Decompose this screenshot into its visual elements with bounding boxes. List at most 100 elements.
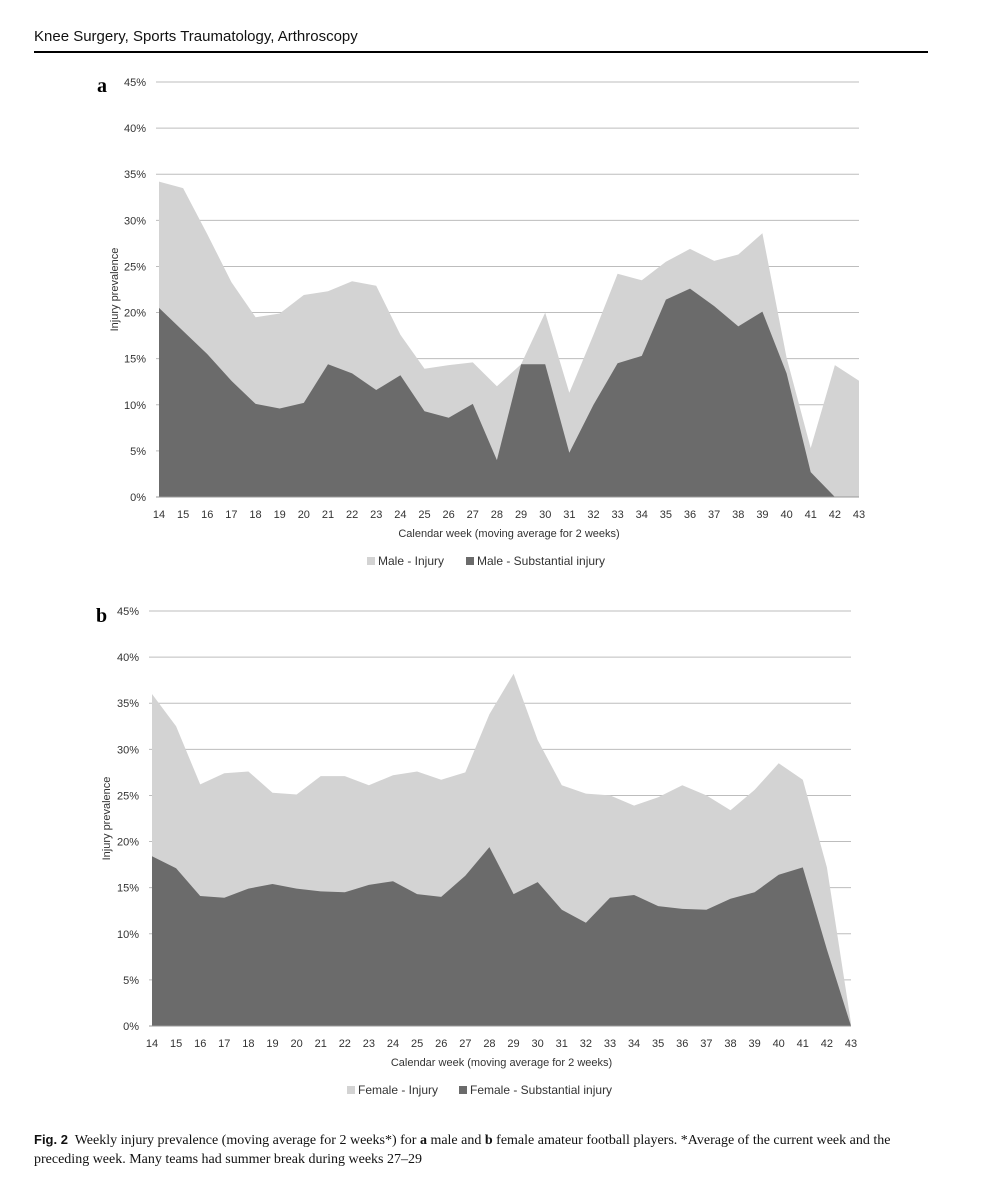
x-tick-label: 27 [467,509,479,521]
x-tick-label: 20 [290,1038,302,1050]
x-tick-label: 42 [829,509,841,521]
y-tick-label: 40% [117,652,139,664]
caption-label: Fig. 2 [34,1132,68,1147]
x-tick-label: 38 [732,509,744,521]
panel-letter-a: a [97,75,107,97]
x-tick-label: 41 [805,509,817,521]
x-tick-label: 21 [322,509,334,521]
x-tick-label: 40 [773,1038,785,1050]
x-tick-label: 30 [539,509,551,521]
x-tick-label: 18 [249,509,261,521]
y-tick-label: 15% [117,883,139,895]
x-tick-label: 35 [660,509,672,521]
y-tick-label: 35% [124,169,146,181]
x-tick-label: 14 [153,509,165,521]
panel-letter-b: b [96,605,107,627]
chart-panel-a: a 0% 5% 10% 15% 20% 25% 30% 35% 40% 45% 14 15 16 17 18 1… [97,75,865,568]
legend-swatch [459,1086,467,1094]
x-tick-label: 19 [266,1038,278,1050]
x-tick-label: 28 [491,509,503,521]
y-tick-label: 0% [123,1021,139,1033]
legend-label: Female - Substantial injury [470,1083,612,1097]
chart-panel-b: b 0% 5% 10% 15% 20% 25% 30% 35% 40% 45% 14 15 16 17 18 1… [96,605,857,1097]
y-tick-label: 40% [124,123,146,135]
x-tick-label: 15 [170,1038,182,1050]
y-tick-label: 30% [124,215,146,227]
x-tick-label: 42 [821,1038,833,1050]
area-series-substantial-injury [152,847,851,1026]
x-tick-label: 25 [418,509,430,521]
x-tick-label: 35 [652,1038,664,1050]
caption-text-3: female amateur football players. *Averag… [34,1133,891,1167]
x-tick-label: 36 [676,1038,688,1050]
legend-label: Male - Injury [378,554,444,568]
x-tick-label: 24 [394,509,406,521]
x-tick-label: 29 [507,1038,519,1050]
caption-panel-b: b [484,1133,493,1148]
x-tick-label: 31 [556,1038,568,1050]
x-tick-label: 26 [435,1038,447,1050]
y-axis-title: Injury prevalence [109,248,121,332]
x-tick-label: 33 [611,509,623,521]
x-axis-title: Calendar week (moving average for 2 week… [391,1057,612,1069]
y-axis-title: Injury prevalence [101,777,113,861]
x-tick-label: 15 [177,509,189,521]
y-tick-label: 10% [117,929,139,941]
x-tick-label: 27 [459,1038,471,1050]
x-tick-label: 20 [298,509,310,521]
header-rule [34,51,928,53]
x-tick-label: 19 [274,509,286,521]
x-tick-label: 34 [636,509,648,521]
x-tick-label: 32 [587,509,599,521]
x-tick-label: 31 [563,509,575,521]
caption-panel-a: a [419,1133,427,1148]
legend-label: Female - Injury [358,1083,438,1097]
legend-label: Male - Substantial injury [477,554,605,568]
y-tick-label: 35% [117,698,139,710]
x-tick-label: 22 [346,509,358,521]
x-tick-label: 43 [853,509,865,521]
x-tick-label: 40 [780,509,792,521]
x-tick-label: 17 [218,1038,230,1050]
x-tick-label: 26 [443,509,455,521]
y-tick-label: 5% [130,446,146,458]
y-tick-label: 0% [130,492,146,504]
y-tick-label: 25% [124,261,146,273]
x-tick-label: 33 [604,1038,616,1050]
x-tick-label: 37 [708,509,720,521]
x-tick-label: 23 [370,509,382,521]
figure-caption: Fig. 2 Weekly injury prevalence (moving … [34,1130,934,1169]
y-tick-label: 30% [117,744,139,756]
x-tick-label: 39 [756,509,768,521]
x-tick-label: 22 [339,1038,351,1050]
legend-swatch [367,557,375,565]
y-tick-label: 20% [117,837,139,849]
x-tick-label: 21 [315,1038,327,1050]
x-tick-label: 28 [483,1038,495,1050]
x-tick-label: 36 [684,509,696,521]
y-tick-label: 10% [124,400,146,412]
y-tick-label: 45% [117,606,139,618]
caption-text-2: male and [430,1133,482,1148]
x-tick-label: 30 [532,1038,544,1050]
y-tick-label: 5% [123,975,139,987]
x-tick-label: 37 [700,1038,712,1050]
x-tick-label: 18 [242,1038,254,1050]
y-tick-label: 25% [117,790,139,802]
x-tick-label: 43 [845,1038,857,1050]
legend-swatch [347,1086,355,1094]
y-tick-label: 15% [124,354,146,366]
y-tick-label: 20% [124,308,146,320]
x-tick-label: 32 [580,1038,592,1050]
x-tick-label: 16 [194,1038,206,1050]
x-tick-label: 29 [515,509,527,521]
x-tick-label: 38 [724,1038,736,1050]
y-tick-label: 45% [124,77,146,89]
journal-header: Knee Surgery, Sports Traumatology, Arthr… [34,28,358,45]
x-tick-label: 14 [146,1038,158,1050]
x-tick-label: 17 [225,509,237,521]
x-tick-label: 24 [387,1038,399,1050]
area-series-substantial-injury [159,288,859,497]
x-tick-label: 25 [411,1038,423,1050]
x-tick-label: 39 [748,1038,760,1050]
